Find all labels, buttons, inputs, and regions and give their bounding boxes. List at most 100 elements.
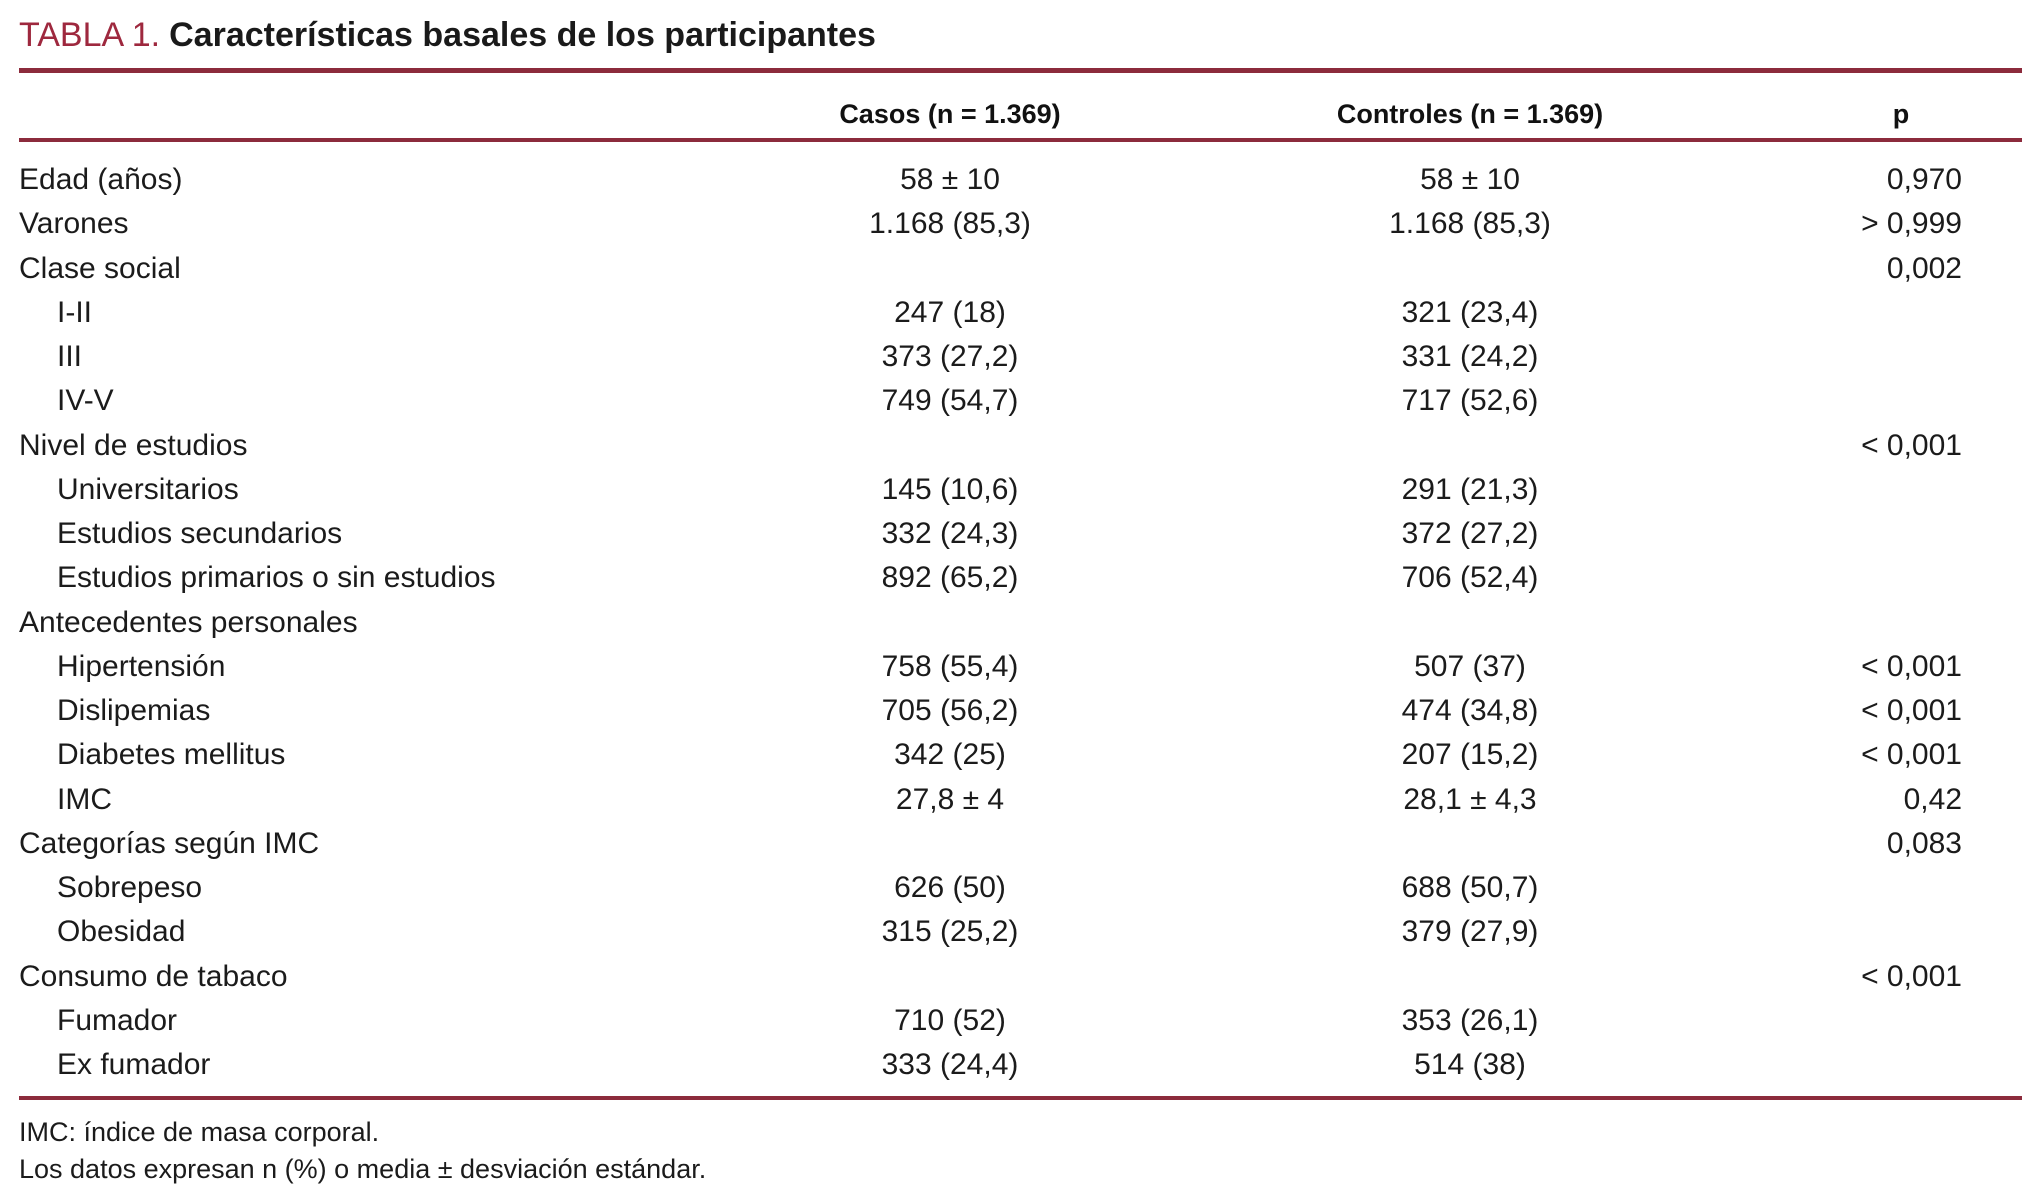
table-row: Universitarios 145 (10,6) 291 (21,3)	[19, 468, 2022, 512]
casos-value	[690, 424, 1210, 468]
controles-value: 379 (27,9)	[1401, 915, 1539, 949]
controles-value: 474 (34,8)	[1401, 694, 1539, 727]
table-header-row: Casos (n = 1.369) Controles (n = 1.369) …	[19, 73, 2022, 138]
table-row: Estudios secundarios 332 (24,3) 372 (27,2)	[19, 512, 2022, 556]
table-row: Estudios primarios o sin estudios 892 (65…	[19, 556, 2022, 600]
row-label: III	[57, 340, 83, 373]
table-row: Ex fumador 333 (24,4) 514 (38)	[19, 1043, 2022, 1087]
table-row: Hipertensión 758 (55,4) 507 (37) < 0,001	[19, 645, 2022, 689]
p-value	[1730, 601, 2022, 645]
controles-value: 28,1 ± 4,3	[1403, 782, 1537, 816]
header-casos: Casos (n = 1.369)	[839, 99, 1061, 129]
row-label: Diabetes mellitus	[57, 738, 286, 772]
footnote-abbreviation: IMC: índice de masa corporal.	[19, 1117, 380, 1148]
table-title: TABLA 1. Características basales de los p…	[19, 0, 2022, 56]
p-value: > 0,999	[1861, 207, 1962, 241]
p-value: < 0,001	[1861, 738, 1962, 772]
controles-value: 58 ± 10	[1420, 163, 1520, 196]
casos-value: 145 (10,6)	[881, 472, 1019, 506]
bottom-rule	[19, 1096, 2022, 1101]
casos-value	[690, 822, 1210, 866]
row-label: Nivel de estudios	[19, 428, 248, 462]
p-value: < 0,001	[1861, 428, 1962, 462]
table-row: Fumador 710 (52) 353 (26,1)	[19, 999, 2022, 1043]
p-value	[1730, 556, 2022, 600]
controles-value: 507 (37)	[1414, 649, 1526, 683]
controles-value: 353 (26,1)	[1401, 1003, 1539, 1037]
row-label: Edad (años)	[19, 163, 183, 196]
p-value: 0,002	[1886, 251, 1962, 285]
row-label: Ex fumador	[57, 1048, 211, 1081]
header-p: p	[1892, 99, 1910, 129]
casos-value: 342 (25)	[894, 738, 1006, 772]
table-row: Consumo de tabaco < 0,001	[19, 955, 2022, 999]
row-label: I-II	[57, 295, 92, 329]
casos-value: 710 (52)	[894, 1003, 1006, 1037]
table-row: Edad (años) 58 ± 10 58 ± 10 0,970	[19, 158, 2022, 202]
controles-value: 321 (23,4)	[1401, 295, 1539, 329]
casos-value: 1.168 (85,3)	[869, 207, 1031, 241]
p-value	[1730, 1043, 2022, 1087]
p-value	[1730, 379, 2022, 423]
row-label: Estudios secundarios	[57, 517, 343, 550]
controles-value	[1210, 822, 1730, 866]
controles-value: 717 (52,6)	[1401, 384, 1539, 418]
controles-value: 706 (52,4)	[1401, 561, 1539, 595]
row-label: Fumador	[57, 1003, 178, 1037]
casos-value: 247 (18)	[894, 295, 1006, 329]
header-controles: Controles (n = 1.369)	[1336, 99, 1604, 129]
row-label: Sobrepeso	[57, 871, 203, 904]
table-row: III 373 (27,2) 331 (24,2)	[19, 335, 2022, 379]
casos-value: 315 (25,2)	[881, 915, 1019, 949]
table-rows: Edad (años) 58 ± 10 58 ± 10 0,970 Varones 1.1…	[19, 158, 2022, 1087]
footnote-data-format: Los datos expresan n (%) o media ± desvi…	[19, 1154, 707, 1185]
p-value: 0,42	[1903, 782, 1962, 816]
casos-value: 705 (56,2)	[881, 694, 1019, 727]
table-row: Varones 1.168 (85,3) 1.168 (85,3) > 0,999	[19, 202, 2022, 246]
controles-value	[1210, 601, 1730, 645]
p-value	[1730, 512, 2022, 556]
row-label: Antecedentes personales	[19, 605, 358, 639]
controles-value	[1210, 424, 1730, 468]
p-value: 0,970	[1886, 163, 1962, 196]
table-row: Nivel de estudios < 0,001	[19, 424, 2022, 468]
table-row: Antecedentes personales	[19, 601, 2022, 645]
controles-value: 331 (24,2)	[1401, 340, 1539, 373]
row-label: Categorías según IMC	[19, 826, 320, 860]
table-row: Sobrepeso 626 (50) 688 (50,7)	[19, 866, 2022, 910]
row-label: Universitarios	[57, 472, 239, 506]
casos-value: 892 (65,2)	[881, 561, 1019, 595]
table-title-text: Características basales de los participa…	[169, 16, 876, 54]
table-row: Obesidad 315 (25,2) 379 (27,9)	[19, 910, 2022, 954]
controles-value: 372 (27,2)	[1401, 517, 1539, 550]
casos-value: 626 (50)	[894, 871, 1006, 904]
table-footnotes: IMC: índice de masa corporal. Los datos …	[19, 1114, 2022, 1188]
table-row: Dislipemias 705 (56,2) 474 (34,8) < 0,001	[19, 689, 2022, 733]
casos-value: 333 (24,4)	[881, 1048, 1019, 1081]
controles-value: 207 (15,2)	[1401, 738, 1539, 772]
row-label: Obesidad	[57, 915, 186, 949]
p-value: < 0,001	[1861, 649, 1962, 683]
p-value: < 0,001	[1861, 959, 1962, 993]
p-value	[1730, 291, 2022, 335]
p-value	[1730, 910, 2022, 954]
controles-value: 1.168 (85,3)	[1389, 207, 1551, 241]
controles-value: 688 (50,7)	[1401, 871, 1539, 904]
casos-value	[690, 955, 1210, 999]
casos-value: 758 (55,4)	[881, 649, 1019, 683]
p-value: 0,083	[1886, 826, 1962, 860]
table-number-label: TABLA 1.	[19, 16, 161, 54]
table-row: IV-V 749 (54,7) 717 (52,6)	[19, 379, 2022, 423]
controles-value	[1210, 247, 1730, 291]
controles-value	[1210, 955, 1730, 999]
casos-value	[690, 247, 1210, 291]
row-label: IV-V	[57, 384, 114, 418]
casos-value: 332 (24,3)	[881, 517, 1019, 550]
table-row: IMC 27,8 ± 4 28,1 ± 4,3 0,42	[19, 778, 2022, 822]
casos-value: 27,8 ± 4	[895, 782, 1005, 816]
controles-value: 291 (21,3)	[1401, 472, 1539, 506]
casos-value: 373 (27,2)	[881, 340, 1019, 373]
casos-value: 749 (54,7)	[881, 384, 1019, 418]
table-row: Clase social 0,002	[19, 247, 2022, 291]
casos-value	[690, 601, 1210, 645]
